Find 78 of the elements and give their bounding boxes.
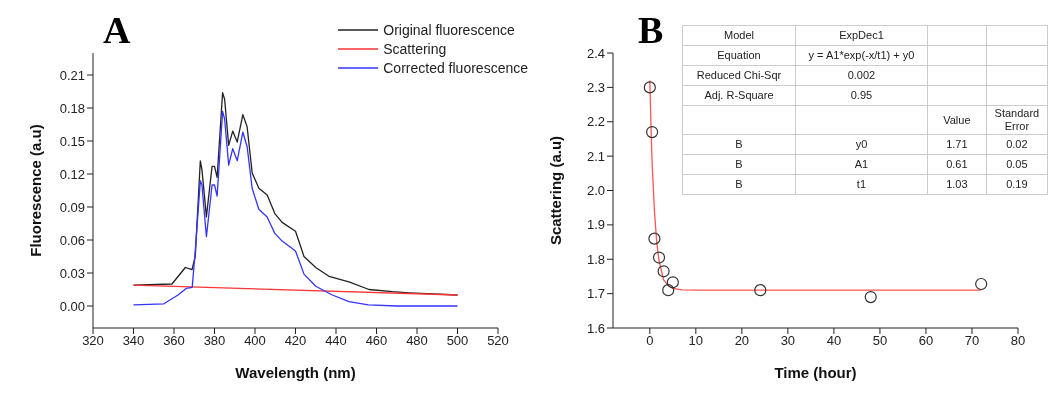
x-tick-label: 20 — [734, 333, 750, 349]
point — [864, 290, 877, 304]
y-axis-title: Scattering (a.u) — [547, 135, 565, 246]
annotation: Equation — [682, 45, 796, 66]
annotation: B — [682, 174, 796, 195]
point — [652, 251, 666, 264]
annotation: y0 — [795, 134, 928, 155]
annotation: A1 — [795, 154, 928, 175]
annotation: 1.03 — [927, 174, 987, 195]
annotation: 0.002 — [795, 65, 928, 86]
x-tick-label: 50 — [872, 333, 888, 349]
chart-title: A — [103, 9, 131, 51]
x-tick-label: 480 — [406, 333, 428, 349]
annotation: 0.61 — [927, 154, 987, 175]
x-tick-label: 0 — [646, 333, 654, 349]
x-tick-label: 380 — [203, 333, 226, 349]
point — [754, 284, 767, 297]
point — [646, 125, 659, 139]
x-tick-label: 360 — [163, 333, 185, 349]
y-tick-label: 0.15 — [59, 133, 85, 149]
y-tick-label: 2.1 — [586, 148, 605, 164]
x-tick-label: 420 — [284, 333, 307, 349]
annotation: y = A1*exp(-x/t1) + y0 — [795, 45, 928, 66]
annotation: Adj. R-Square — [682, 85, 796, 106]
point — [666, 276, 679, 289]
text: Model — [682, 25, 796, 46]
x-tick-label: 400 — [244, 333, 266, 349]
annotation: 0.95 — [795, 85, 928, 106]
point — [657, 265, 670, 278]
y-tick-label: 2.4 — [586, 45, 605, 61]
point — [662, 284, 675, 297]
x-tick-label: 10 — [688, 333, 704, 349]
x-tick-label: 500 — [446, 333, 469, 349]
annotation: Value — [927, 105, 987, 135]
legend-label: Corrected fluorescence — [383, 59, 528, 76]
x-axis-title: Wavelength (nm) — [235, 364, 356, 381]
y-tick-label: 0.18 — [59, 100, 85, 116]
y-tick-label: 2.0 — [586, 183, 605, 199]
x-tick-label: 80 — [1010, 333, 1026, 349]
annotation: 0.19 — [986, 174, 1048, 195]
x-tick-label: 40 — [826, 333, 842, 349]
annotation: B — [682, 134, 796, 155]
x-tick-label: 70 — [964, 333, 980, 349]
x-tick-label: 320 — [82, 333, 104, 349]
y-tick-label: 0.21 — [59, 67, 85, 83]
point — [648, 232, 661, 245]
y-tick-label: 1.6 — [586, 320, 605, 336]
y-tick-label: 1.8 — [586, 251, 605, 267]
chart-title: B — [638, 9, 664, 51]
x-tick-label: 30 — [780, 333, 796, 349]
y-tick-label: 0.03 — [59, 265, 85, 281]
legend-label: Scattering — [383, 40, 447, 57]
y-tick-label: 2.3 — [586, 79, 605, 95]
y-tick-label: 1.7 — [586, 286, 605, 302]
text: ExpDec1 — [795, 25, 928, 46]
annotation: 1.71 — [927, 134, 987, 155]
y-tick-label: 0.06 — [59, 232, 85, 248]
annotation: t1 — [795, 174, 928, 195]
x-tick-label: 340 — [122, 333, 145, 349]
point — [643, 81, 656, 94]
y-tick-label: 2.2 — [586, 114, 605, 130]
annotation: 0.02 — [986, 134, 1048, 155]
annotation: 0.05 — [986, 154, 1048, 175]
y-tick-label: 0.09 — [59, 199, 85, 215]
annotation: Reduced Chi-Sqr — [682, 65, 796, 86]
annotation: Standard Error — [986, 105, 1048, 135]
annotation: B — [682, 154, 796, 175]
legend-label: Original fluorescence — [383, 21, 515, 38]
x-tick-label: 440 — [325, 333, 347, 349]
x-tick-label: 460 — [365, 333, 388, 349]
y-tick-label: 1.9 — [586, 217, 605, 233]
x-tick-label: 520 — [487, 333, 509, 349]
y-axis-title: Fluorescence (a.u) — [27, 124, 45, 257]
y-tick-label: 0.12 — [59, 166, 85, 182]
x-tick-label: 60 — [918, 333, 934, 349]
x-axis-title: Time (hour) — [774, 364, 857, 381]
y-tick-label: 0.00 — [59, 298, 85, 314]
point — [975, 277, 988, 291]
